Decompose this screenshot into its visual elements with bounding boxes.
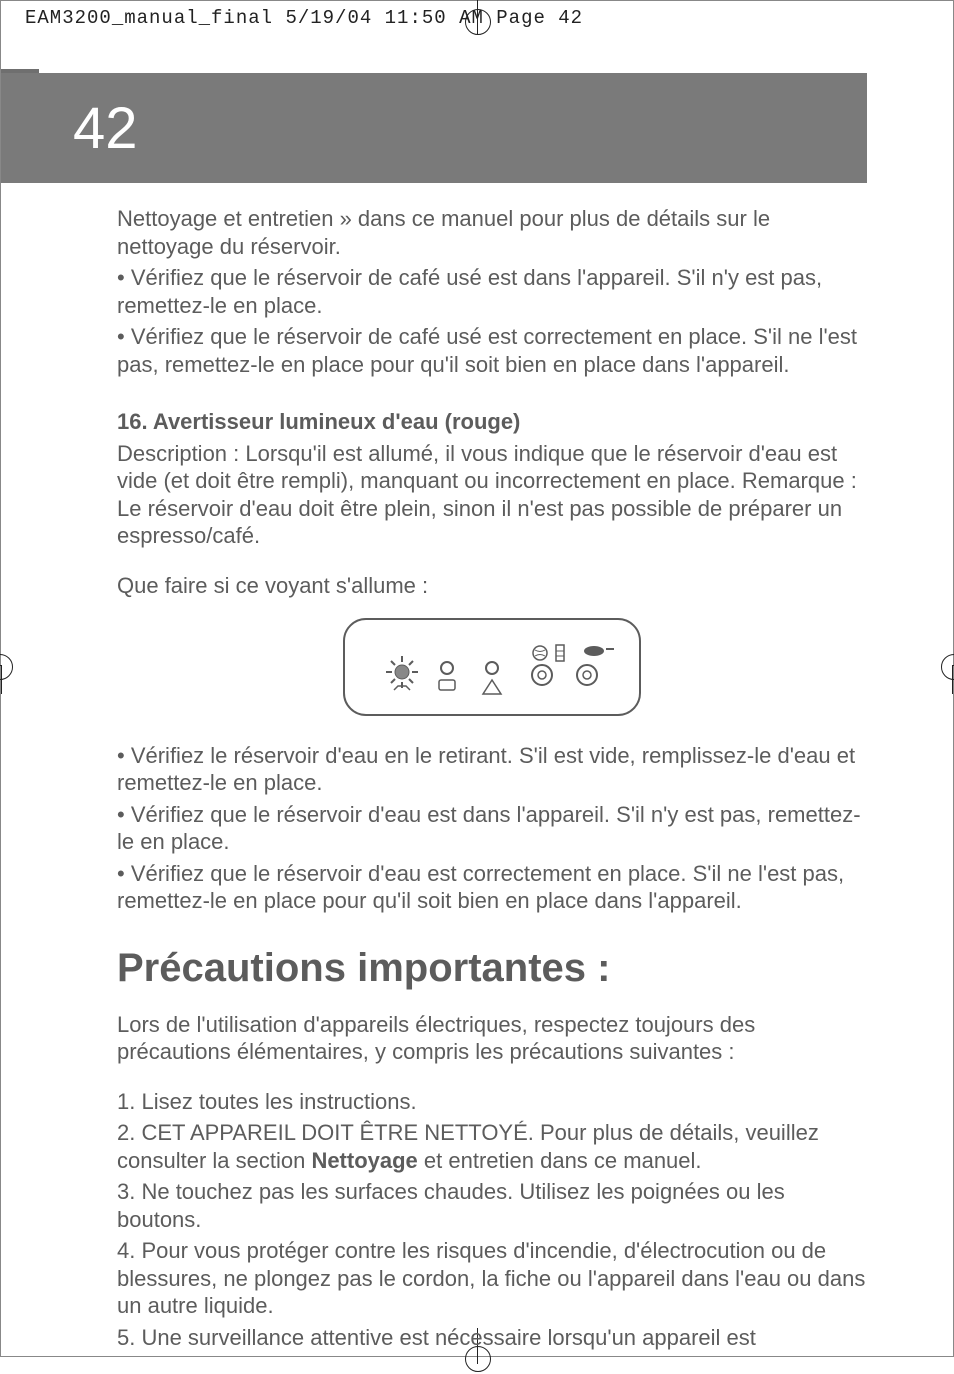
section-16-prompt: Que faire si ce voyant s'allume : [117, 572, 867, 600]
indicator-circle-2-inner [583, 671, 591, 679]
precaution-item-2: 2. CET APPAREIL DOIT ÊTRE NETTOYÉ. Pour … [117, 1119, 867, 1174]
indicator-circle-1-inner [538, 671, 546, 679]
precaution-item-3: 3. Ne touchez pas les surfaces chaudes. … [117, 1178, 867, 1233]
bullet-reservoir-seated: • Vérifiez que le réservoir de café usé … [117, 323, 867, 378]
section-16-bullet-1: • Vérifiez le réservoir d'eau en le reti… [117, 742, 867, 797]
print-job-header: EAM3200_manual_final 5/19/04 11:50 AM Pa… [25, 7, 583, 29]
indicator-panel-svg [342, 617, 642, 717]
precaution-item-5: 5. Une surveillance attentive est nécess… [117, 1324, 867, 1352]
indicator-bean-icon [533, 646, 547, 660]
crop-mark-left [0, 665, 2, 694]
precautions-intro: Lors de l'utilisation d'appareils électr… [117, 1011, 867, 1066]
precaution-item-2-bold: Nettoyage [311, 1148, 417, 1173]
precaution-item-4: 4. Pour vous protéger contre les risques… [117, 1237, 867, 1320]
section-16-bullet-3: • Vérifiez que le réservoir d'eau est co… [117, 860, 867, 915]
page-number: 42 [73, 95, 138, 162]
precaution-item-2-b: et entretien dans ce manuel. [418, 1148, 702, 1173]
indicator-tray-icon [439, 662, 455, 690]
panel-outline [344, 619, 640, 715]
indicator-warning-icon [483, 662, 501, 694]
precautions-heading: Précautions importantes : [117, 943, 867, 993]
indicator-panel-figure [117, 617, 867, 724]
section-16-description: Description : Lorsqu'il est allumé, il v… [117, 440, 867, 550]
indicator-descale-icon [556, 645, 564, 661]
body-content: Nettoyage et entretien » dans ce manuel … [117, 205, 867, 1355]
section-16-title: 16. Avertisseur lumineux d'eau (rouge) [117, 408, 867, 436]
paragraph-continuation: Nettoyage et entretien » dans ce manuel … [117, 205, 867, 260]
section-16-bullet-2: • Vérifiez que le réservoir d'eau est da… [117, 801, 867, 856]
indicator-coffee-icon [584, 646, 614, 656]
bullet-reservoir-present: • Vérifiez que le réservoir de café usé … [117, 264, 867, 319]
indicator-circle-1 [532, 665, 552, 685]
precaution-item-1: 1. Lisez toutes les instructions. [117, 1088, 867, 1116]
indicator-circle-2 [577, 665, 597, 685]
manual-page: EAM3200_manual_final 5/19/04 11:50 AM Pa… [0, 0, 954, 1357]
light-on-icon [386, 656, 418, 690]
